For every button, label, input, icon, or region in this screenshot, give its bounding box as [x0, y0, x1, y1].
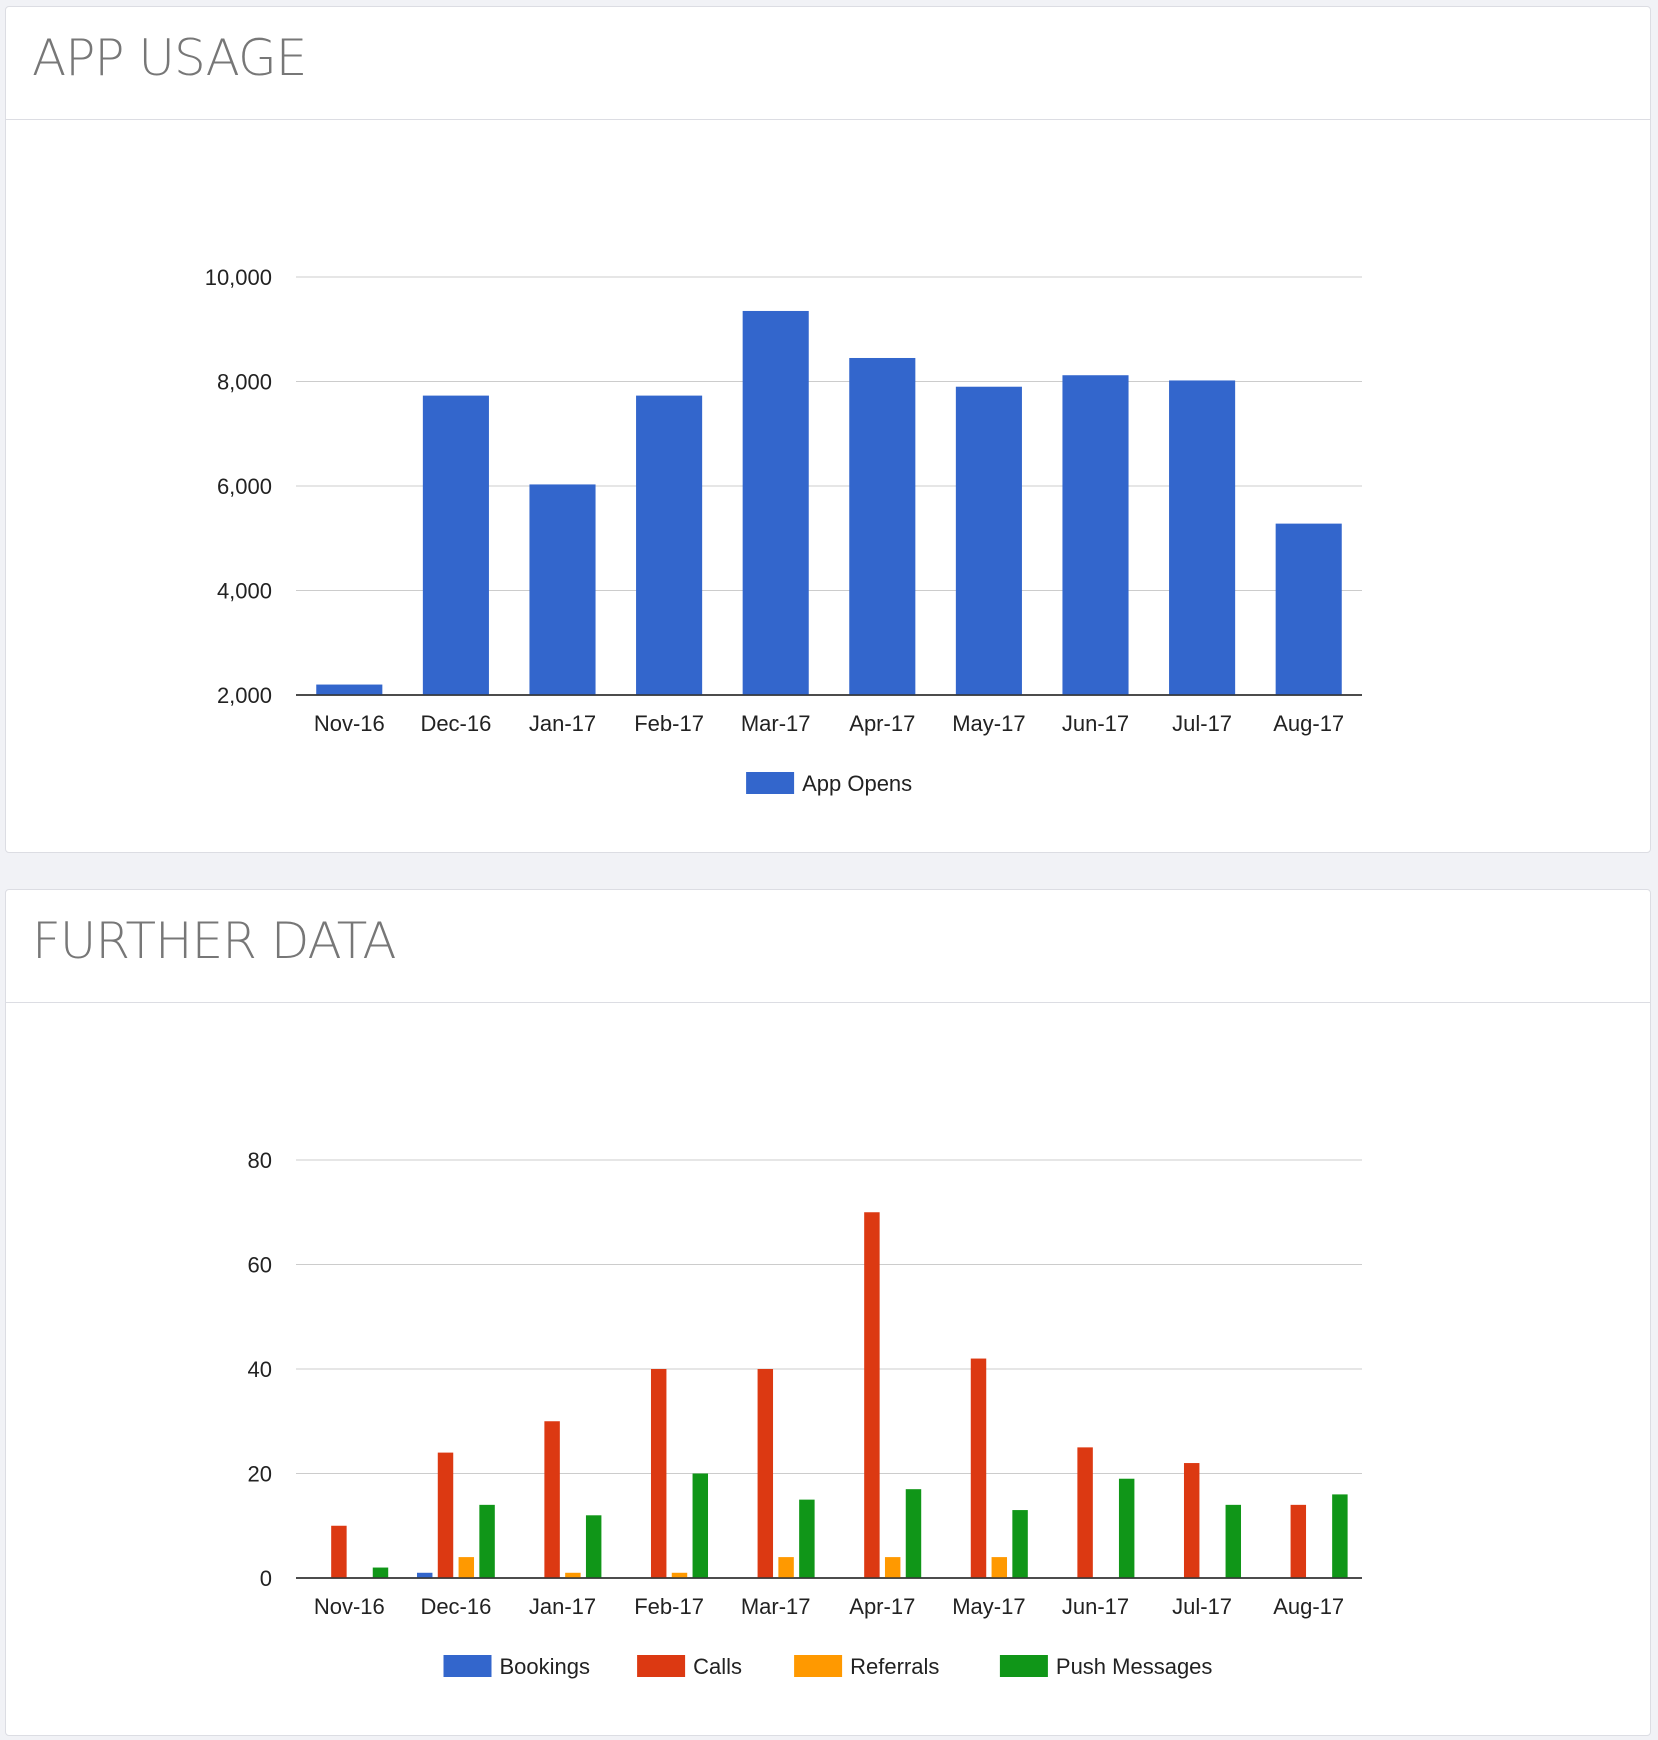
legend-swatch-push-messages[interactable]	[999, 1655, 1048, 1677]
bar-calls-aug-17[interactable]	[1290, 1504, 1307, 1578]
x-tick-label: Jul-17	[1172, 1594, 1232, 1619]
legend: Bookings Calls Referrals Push Messages	[443, 1654, 1213, 1679]
legend-swatch-app-opens[interactable]	[746, 772, 795, 794]
legend-swatch-calls[interactable]	[637, 1655, 686, 1677]
y-tick-label: 0	[260, 1566, 272, 1591]
legend-label-referrals[interactable]: Referrals	[850, 1654, 939, 1679]
bar-referrals-jan-17[interactable]	[565, 1572, 581, 1578]
bar-app-opens-jul-17[interactable]	[1169, 380, 1236, 695]
x-tick-label: Aug-17	[1273, 1594, 1344, 1619]
y-tick-label: 80	[248, 1148, 272, 1173]
x-tick-label: Apr-17	[849, 711, 915, 736]
bar-app-opens-jan-17[interactable]	[529, 484, 596, 695]
bar-calls-apr-17[interactable]	[864, 1212, 880, 1578]
y-tick-label: 60	[248, 1253, 272, 1278]
x-tick-label: Jan-17	[529, 711, 596, 736]
bar-app-opens-aug-17[interactable]	[1275, 523, 1342, 695]
y-tick-label: 8,000	[217, 370, 272, 395]
bar-push-messages-dec-16[interactable]	[479, 1504, 495, 1578]
bar-bookings-dec-16[interactable]	[416, 1572, 433, 1578]
x-tick-label: May-17	[952, 1594, 1025, 1619]
legend-label-bookings[interactable]: Bookings	[500, 1654, 591, 1679]
legend-swatch-referrals[interactable]	[794, 1655, 843, 1677]
bar-referrals-mar-17[interactable]	[778, 1557, 794, 1578]
bar-calls-may-17[interactable]	[970, 1358, 987, 1578]
x-tick-label: Feb-17	[634, 711, 704, 736]
bar-push-messages-mar-17[interactable]	[799, 1499, 815, 1578]
further-data-panel: FURTHER DATA 0 20 40 60 80 Nov-16 Dec-16 Jan-17…	[5, 889, 1651, 1736]
legend-swatch-bookings[interactable]	[443, 1655, 492, 1677]
bar-app-opens-mar-17[interactable]	[742, 310, 809, 695]
bar-calls-jun-17[interactable]	[1077, 1447, 1093, 1578]
x-tick-label: May-17	[952, 711, 1025, 736]
app-usage-header: APP USAGE	[6, 7, 1650, 120]
bar-app-opens-nov-16[interactable]	[316, 684, 383, 695]
bar-app-opens-feb-17[interactable]	[636, 395, 703, 695]
bar-calls-jul-17[interactable]	[1183, 1463, 1200, 1578]
legend-label-push-messages[interactable]: Push Messages	[1056, 1654, 1213, 1679]
x-tick-label: Nov-16	[314, 711, 385, 736]
bar-referrals-feb-17[interactable]	[671, 1572, 688, 1578]
bar-push-messages-feb-17[interactable]	[692, 1473, 709, 1579]
app-usage-panel: APP USAGE 2,000 4,000 6,000 8,000 10,000 Nov-…	[5, 6, 1651, 853]
bar-calls-dec-16[interactable]	[437, 1452, 454, 1578]
bar-push-messages-jan-17[interactable]	[585, 1515, 602, 1578]
x-tick-label: Jan-17	[529, 1594, 596, 1619]
bar-referrals-dec-16[interactable]	[458, 1557, 475, 1578]
legend-label-calls[interactable]: Calls	[693, 1654, 742, 1679]
y-tick-label: 10,000	[205, 265, 272, 290]
bar-calls-jan-17[interactable]	[544, 1421, 560, 1578]
bar-app-opens-dec-16[interactable]	[422, 395, 489, 695]
x-tick-label: Aug-17	[1273, 711, 1344, 736]
x-tick-label: Apr-17	[849, 1594, 915, 1619]
bar-push-messages-jul-17[interactable]	[1225, 1504, 1242, 1578]
further-data-header: FURTHER DATA	[6, 890, 1650, 1003]
x-tick-label: Jun-17	[1062, 1594, 1129, 1619]
y-tick-label: 20	[248, 1462, 272, 1487]
bar-push-messages-apr-17[interactable]	[905, 1489, 922, 1578]
bar-push-messages-nov-16[interactable]	[372, 1567, 389, 1578]
y-tick-label: 2,000	[217, 683, 272, 708]
bar-calls-nov-16[interactable]	[331, 1525, 347, 1578]
bar-push-messages-jun-17[interactable]	[1118, 1478, 1135, 1578]
app-usage-chart: 2,000 4,000 6,000 8,000 10,000 Nov-16 Dec-16 Ja…	[205, 265, 1362, 796]
x-tick-label: Dec-16	[420, 1594, 491, 1619]
x-tick-label: Jul-17	[1172, 711, 1232, 736]
y-tick-label: 4,000	[217, 579, 272, 604]
bar-referrals-apr-17[interactable]	[884, 1557, 901, 1578]
bar-app-opens-jun-17[interactable]	[1062, 375, 1129, 695]
bar-referrals-may-17[interactable]	[991, 1557, 1008, 1578]
further-data-title: FURTHER DATA	[32, 912, 397, 970]
x-tick-label: Mar-17	[741, 711, 811, 736]
bar-app-opens-apr-17[interactable]	[849, 357, 916, 695]
x-tick-label: Mar-17	[741, 1594, 811, 1619]
y-tick-label: 6,000	[217, 474, 272, 499]
x-tick-label: Dec-16	[420, 711, 491, 736]
y-tick-label: 40	[248, 1357, 272, 1382]
x-tick-label: Nov-16	[314, 1594, 385, 1619]
x-tick-label: Feb-17	[634, 1594, 704, 1619]
legend-label-app-opens[interactable]: App Opens	[802, 771, 912, 796]
legend: App Opens	[746, 771, 912, 796]
bar-calls-feb-17[interactable]	[650, 1369, 667, 1578]
bar-push-messages-aug-17[interactable]	[1332, 1494, 1348, 1578]
bar-calls-mar-17[interactable]	[757, 1369, 774, 1578]
further-data-chart: 0 20 40 60 80 Nov-16 Dec-16 Jan-17 Feb-17 Mar-17 A…	[248, 1148, 1362, 1679]
bar-app-opens-may-17[interactable]	[955, 386, 1022, 695]
x-tick-label: Jun-17	[1062, 711, 1129, 736]
bar-push-messages-may-17[interactable]	[1012, 1510, 1028, 1578]
app-usage-title: APP USAGE	[32, 29, 307, 87]
